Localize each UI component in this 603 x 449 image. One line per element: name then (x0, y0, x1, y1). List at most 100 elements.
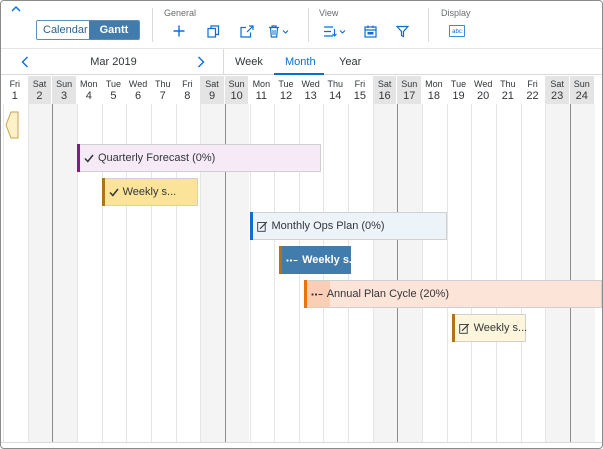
day-header-cell: Thu 14 (323, 76, 347, 104)
day-name: Fri (9, 79, 21, 89)
task-status-edge (76, 144, 80, 172)
gantt-task-bar[interactable]: Quarterly Forecast (0%) (76, 144, 321, 172)
gantt-task-bar[interactable]: Weekly s... (451, 314, 527, 342)
day-column[interactable] (471, 104, 496, 442)
nav-divider (223, 49, 224, 75)
day-name: Wed (473, 79, 493, 89)
day-header-cell: Sun 24 (569, 76, 594, 104)
delete-icon[interactable] (265, 22, 293, 40)
tab-month[interactable]: Month (285, 56, 316, 68)
day-header-cell: Tue 19 (447, 76, 471, 104)
day-number: 23 (550, 90, 564, 102)
day-column[interactable] (76, 104, 102, 442)
view-settings-icon[interactable] (321, 22, 349, 40)
tab-year[interactable]: Year (339, 56, 362, 68)
day-column[interactable] (101, 104, 127, 442)
day-column[interactable] (27, 104, 53, 442)
view-group-label: View (319, 8, 339, 18)
day-number: 5 (110, 90, 117, 102)
day-name: Tue (278, 79, 294, 89)
day-name: Sun (401, 79, 418, 89)
svg-text:abc: abc (452, 29, 462, 35)
gantt-view-button[interactable]: Gantt (89, 21, 139, 39)
day-name: Thu (327, 79, 344, 89)
day-number: 7 (159, 90, 166, 102)
next-month-icon[interactable] (194, 54, 208, 70)
task-label: Weekly s... (302, 254, 359, 266)
day-column[interactable] (126, 104, 151, 442)
day-number: 19 (452, 90, 465, 102)
day-number: 21 (501, 90, 514, 102)
text-display-icon[interactable]: abc (446, 22, 468, 40)
day-header-cell: Mon 11 (250, 76, 274, 104)
day-column[interactable] (545, 104, 570, 442)
gantt-task-bar[interactable]: Weekly s... (279, 246, 358, 274)
day-column[interactable] (569, 104, 595, 442)
day-column[interactable] (150, 104, 176, 442)
copy-icon[interactable] (202, 22, 224, 40)
day-number: 12 (279, 90, 293, 102)
day-number: 15 (353, 90, 367, 102)
day-number: 14 (329, 90, 342, 102)
day-header-cell: Sun 17 (397, 76, 422, 104)
current-month-label[interactable]: Mar 2019 (90, 56, 137, 68)
share-icon[interactable] (236, 22, 258, 40)
day-header-cell: Wed 13 (299, 76, 323, 104)
day-column[interactable] (249, 104, 275, 442)
view-switch: Calendar Gantt (36, 20, 140, 40)
tab-week[interactable]: Week (235, 56, 263, 68)
add-icon[interactable] (168, 22, 190, 40)
filter-icon[interactable] (391, 22, 413, 40)
previous-month-icon[interactable] (18, 54, 32, 70)
edit-icon (256, 221, 268, 232)
day-number: 22 (526, 90, 539, 102)
day-name: Sat (550, 79, 564, 89)
day-header-cell: Sat 2 (27, 76, 52, 104)
toolbar-divider (152, 8, 153, 42)
day-number: 18 (427, 90, 440, 102)
task-label: Quarterly Forecast (0%) (97, 152, 216, 164)
day-number: 4 (85, 90, 92, 102)
day-number: 10 (230, 90, 243, 102)
toolbar-divider (308, 8, 309, 42)
chevron-up-icon[interactable] (9, 4, 23, 14)
day-header-cell: Tue 5 (102, 76, 126, 104)
day-column[interactable] (175, 104, 201, 442)
day-header-cell: Sun 10 (224, 76, 249, 104)
day-column[interactable] (372, 104, 398, 442)
gantt-grid: Quarterly Forecast (0%) Weekly s... Monthl… (1, 104, 602, 442)
day-name: Fri (354, 79, 366, 89)
day-header: Fri 1 Sat 2 Sun 3 Mon 4 Tue 5 Wed 6 Thu 7 Fri 8 Sat 9 Sun 1… (1, 76, 602, 104)
task-status-edge (303, 280, 307, 308)
day-name: Tue (450, 79, 467, 89)
more-icon (286, 258, 298, 263)
day-column[interactable] (397, 104, 423, 442)
day-column[interactable] (52, 104, 77, 442)
day-name: Wed (301, 79, 320, 89)
day-name: Wed (128, 79, 148, 89)
calendar-view-icon[interactable] (359, 22, 381, 40)
calendar-view-button[interactable]: Calendar (37, 21, 89, 39)
gantt-task-bar[interactable]: Monthly Ops Plan (0%) (249, 212, 447, 240)
day-column[interactable] (496, 104, 521, 442)
day-name: Fri (182, 79, 193, 89)
day-name: Mon (80, 79, 98, 89)
more-icon (311, 292, 323, 297)
check-icon (84, 154, 94, 163)
day-column[interactable] (520, 104, 546, 442)
earlier-items-indicator[interactable] (5, 111, 19, 139)
day-column[interactable] (3, 104, 28, 442)
day-column[interactable] (446, 104, 472, 442)
day-number: 3 (61, 90, 68, 102)
day-name: Mon (425, 79, 443, 89)
day-column[interactable] (422, 104, 447, 442)
day-header-cell: Sat 23 (545, 76, 569, 104)
day-header-cell: Sat 16 (372, 76, 397, 104)
day-number: 20 (477, 90, 490, 102)
day-header-cell: Fri 22 (521, 76, 545, 104)
gantt-task-bar[interactable]: Weekly s... (101, 178, 198, 206)
gantt-task-bar[interactable]: Annual Plan Cycle (20%) (303, 280, 602, 308)
day-column[interactable] (348, 104, 373, 442)
day-column[interactable] (274, 104, 299, 442)
